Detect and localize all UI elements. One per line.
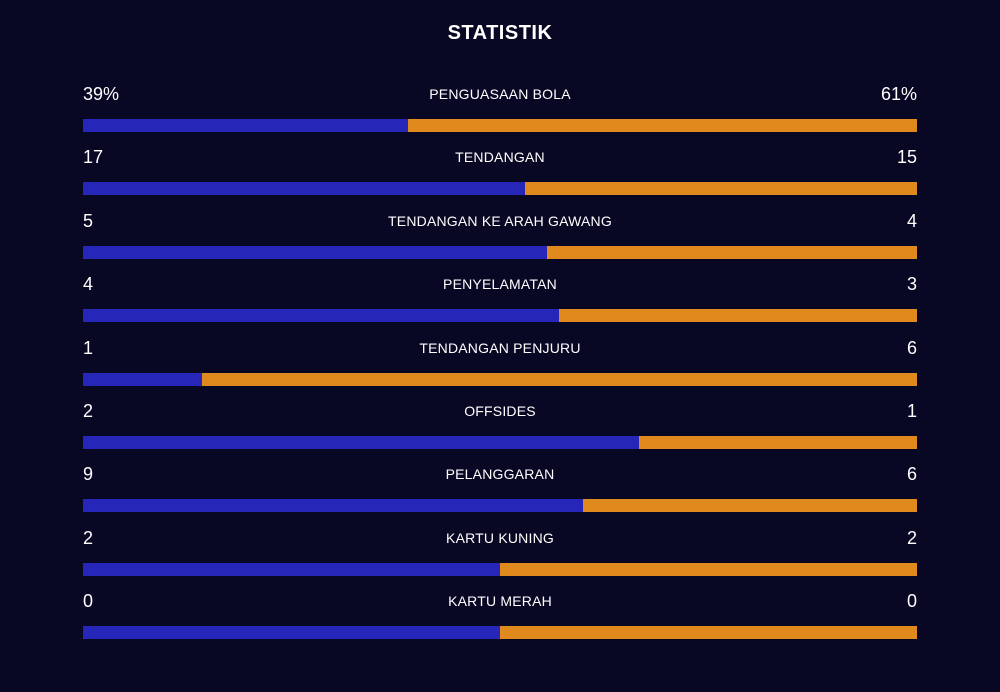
away-bar-fill: [583, 499, 917, 513]
away-bar-fill: [500, 562, 917, 576]
stat-label: PENGUASAAN BOLA: [429, 86, 571, 102]
stat-label: TENDANGAN KE ARAH GAWANG: [388, 212, 612, 229]
away-bar-fill: [500, 626, 917, 640]
home-bar-fill: [83, 182, 526, 196]
stat-label: TENDANGAN: [455, 149, 545, 166]
home-value: 1: [83, 337, 94, 358]
stat-label: PENYELAMATAN: [443, 276, 557, 293]
home-bar-fill: [83, 119, 409, 132]
home-bar-fill: [83, 499, 584, 513]
away-value: 15: [896, 147, 917, 168]
stat-label: PELANGGARAN: [445, 466, 555, 483]
away-value: 1: [906, 401, 917, 421]
home-value: 0: [83, 591, 94, 612]
away-value: 0: [906, 591, 917, 612]
home-bar-fill: [83, 626, 500, 640]
away-value: 6: [906, 337, 917, 358]
away-value: 61%: [880, 84, 917, 104]
stat-row: 0 KARTU MERAH 0: [83, 590, 917, 640]
home-bar-fill: [83, 309, 560, 323]
stat-label: KARTU MERAH: [448, 593, 552, 610]
comparison-bar: [83, 309, 917, 323]
away-bar-fill: [202, 372, 917, 386]
comparison-bar: [83, 245, 917, 259]
stat-row: 4 PENYELAMATAN 3: [83, 273, 917, 323]
comparison-bar: [83, 436, 917, 449]
stat-label: OFFSIDES: [464, 403, 536, 419]
comparison-bar: [83, 626, 917, 640]
comparison-bar: [83, 182, 917, 196]
away-value: 6: [906, 464, 917, 485]
stat-row: 2 OFFSIDES 1: [83, 400, 917, 450]
home-bar-fill: [83, 245, 547, 259]
away-bar-fill: [546, 245, 917, 259]
home-value: 17: [83, 147, 104, 168]
stat-row: 39% PENGUASAAN BOLA 61%: [83, 83, 917, 133]
away-value: 3: [906, 274, 917, 295]
home-bar-fill: [83, 436, 640, 449]
comparison-bar: [83, 119, 917, 132]
comparison-bar: [83, 372, 917, 386]
away-bar-fill: [408, 119, 917, 132]
home-value: 39%: [83, 84, 120, 104]
stat-label: KARTU KUNING: [446, 529, 554, 546]
stat-row: 2 KARTU KUNING 2: [83, 527, 917, 577]
away-value: 2: [906, 527, 917, 548]
stat-row: 9 PELANGGARAN 6: [83, 463, 917, 513]
home-value: 2: [83, 527, 94, 548]
stat-row: 17 TENDANGAN 15: [83, 146, 917, 196]
stat-label: TENDANGAN PENJURU: [419, 339, 581, 356]
stat-row: 5 TENDANGAN KE ARAH GAWANG 4: [83, 210, 917, 260]
comparison-bar: [83, 499, 917, 513]
stat-row: 1 TENDANGAN PENJURU 6: [83, 337, 917, 387]
stats-title: STATISTIK: [447, 22, 553, 44]
home-value: 4: [83, 274, 94, 295]
away-bar-fill: [525, 182, 917, 196]
away-value: 4: [906, 210, 917, 231]
comparison-bar: [83, 562, 917, 576]
home-bar-fill: [83, 372, 203, 386]
away-bar-fill: [639, 436, 917, 449]
home-bar-fill: [83, 562, 500, 576]
home-value: 9: [83, 464, 94, 485]
home-value: 5: [83, 210, 94, 231]
away-bar-fill: [559, 309, 917, 323]
home-value: 2: [83, 401, 94, 421]
